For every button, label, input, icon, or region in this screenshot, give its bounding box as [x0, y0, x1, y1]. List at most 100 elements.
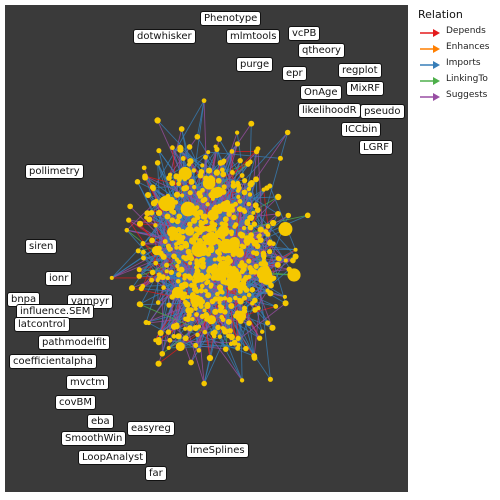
legend-item-suggests: Suggests — [418, 89, 498, 105]
node — [213, 204, 218, 210]
node — [135, 248, 141, 254]
node — [153, 260, 159, 266]
node — [230, 182, 237, 189]
node — [243, 287, 250, 293]
node — [200, 187, 205, 193]
node — [220, 278, 227, 285]
node — [203, 226, 208, 231]
node — [191, 217, 198, 224]
node — [174, 245, 179, 250]
node — [202, 175, 210, 182]
node — [178, 244, 185, 251]
node — [214, 249, 221, 255]
node — [235, 345, 241, 351]
node — [229, 232, 234, 237]
edge — [222, 208, 241, 320]
node — [175, 333, 182, 340]
node — [228, 341, 234, 347]
node — [202, 240, 208, 246]
node — [212, 296, 219, 302]
node — [253, 263, 259, 269]
node — [215, 324, 221, 331]
node — [203, 288, 208, 294]
node — [166, 302, 172, 308]
node — [278, 222, 293, 236]
node — [171, 209, 177, 215]
node — [253, 176, 259, 183]
node — [269, 324, 276, 331]
node — [208, 175, 214, 181]
legend-label: Suggests — [446, 90, 488, 100]
node — [249, 287, 256, 293]
node — [176, 271, 182, 278]
node — [195, 242, 200, 247]
edge — [210, 177, 245, 182]
edge — [244, 151, 258, 266]
node — [268, 282, 274, 289]
edge — [257, 148, 265, 256]
node — [213, 169, 221, 176]
node — [140, 241, 146, 246]
legend: Relation Depends Enhances Imports Linkin… — [418, 8, 498, 105]
node — [176, 226, 182, 233]
node — [236, 343, 241, 348]
node — [161, 285, 166, 290]
edge — [205, 156, 267, 232]
node — [219, 200, 231, 213]
node — [251, 221, 258, 227]
node — [247, 181, 254, 188]
edge — [249, 123, 252, 162]
node — [219, 305, 225, 310]
node-label: eba — [87, 414, 114, 429]
node — [241, 244, 247, 250]
node — [252, 307, 258, 313]
node — [199, 246, 206, 252]
network-graph — [109, 98, 311, 387]
node — [164, 269, 169, 274]
node — [193, 342, 199, 348]
node — [153, 223, 158, 228]
node-label: LoopAnalyst — [78, 450, 148, 465]
node — [144, 210, 151, 217]
node — [226, 333, 231, 339]
node — [194, 289, 200, 294]
node-label: regplot — [338, 63, 382, 78]
node — [188, 359, 194, 366]
node — [221, 238, 232, 249]
node — [269, 219, 277, 227]
node-label: covBM — [55, 395, 97, 410]
node — [254, 207, 261, 214]
arrow-icon — [420, 77, 440, 85]
node-label: pathmodelfit — [38, 335, 111, 350]
node — [282, 300, 289, 307]
node — [236, 194, 241, 199]
node — [157, 329, 164, 336]
node — [156, 245, 162, 252]
node — [200, 163, 205, 168]
node — [186, 325, 193, 332]
node — [149, 237, 155, 244]
node — [222, 216, 229, 223]
node — [251, 210, 256, 215]
node — [267, 183, 273, 189]
node-label: likelihoodR — [298, 103, 361, 118]
node — [191, 277, 199, 285]
node — [173, 191, 181, 198]
node — [219, 167, 225, 173]
node — [198, 257, 205, 264]
node — [206, 225, 213, 233]
node — [128, 285, 135, 292]
node — [215, 177, 222, 184]
node — [175, 263, 180, 269]
node — [208, 246, 215, 254]
node-label: purge — [236, 57, 274, 72]
node — [285, 212, 292, 219]
legend-label: Imports — [446, 58, 481, 68]
node — [195, 332, 200, 338]
node — [202, 308, 207, 313]
node — [155, 210, 162, 216]
node — [199, 226, 204, 231]
node — [186, 312, 192, 318]
node — [193, 306, 198, 311]
node — [267, 290, 274, 297]
